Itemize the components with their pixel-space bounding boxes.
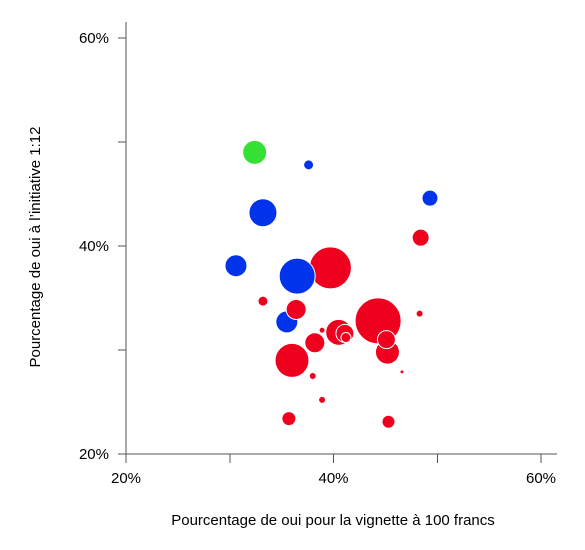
data-point-bubble <box>248 198 278 228</box>
data-point-bubble <box>421 189 439 207</box>
y-tick-label: 60% <box>79 30 109 47</box>
data-point-bubble <box>278 257 316 295</box>
data-point-bubble <box>281 411 297 427</box>
bubble-layer <box>224 139 439 429</box>
data-point-bubble <box>376 330 396 350</box>
x-axis-title: Pourcentage de oui pour la vignette à 10… <box>171 512 495 529</box>
data-point-bubble <box>318 395 327 404</box>
data-point-bubble <box>381 414 396 429</box>
data-point-bubble <box>308 246 352 290</box>
data-point-bubble <box>415 309 424 318</box>
axis-ticks: 20% 40% 60% 20% 40% 60% <box>79 30 556 487</box>
x-tick-label: 60% <box>526 470 556 487</box>
data-point-bubble <box>308 372 317 380</box>
data-point-bubble <box>242 139 268 165</box>
data-point-bubble <box>274 342 310 378</box>
x-tick-label: 20% <box>111 470 141 487</box>
chart-axes <box>125 22 557 455</box>
data-point-bubble <box>303 159 315 171</box>
y-tick-label: 20% <box>79 446 109 463</box>
data-point-bubble <box>224 254 248 278</box>
data-point-bubble <box>399 369 405 375</box>
data-point-bubble <box>304 332 326 354</box>
data-point-bubble <box>285 298 307 320</box>
data-point-bubble <box>318 326 326 334</box>
data-point-bubble <box>411 228 430 247</box>
data-point-bubble <box>257 295 269 307</box>
data-point-bubble <box>340 332 352 344</box>
x-tick-label: 40% <box>318 470 348 487</box>
y-tick-label: 40% <box>79 238 109 255</box>
y-axis-title: Pourcentage de oui à l’initiative 1:12 <box>27 127 44 368</box>
